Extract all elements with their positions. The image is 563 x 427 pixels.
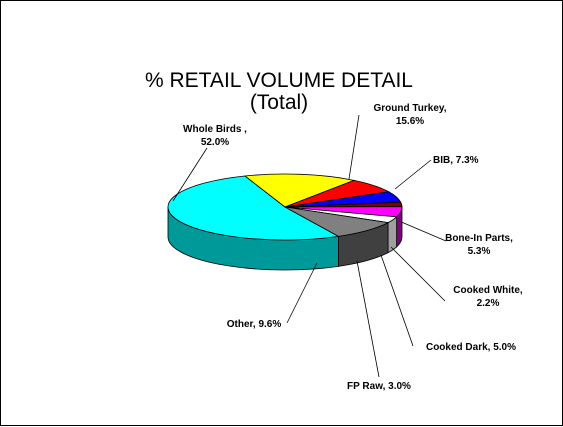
slice-label-cooked-white-line-1: Cooked White,	[453, 285, 523, 296]
slice-label-bone-in-parts-line-2: 5.3%	[468, 246, 491, 257]
leader-line-bib	[394, 159, 432, 190]
leader-line-ground-turkey	[348, 114, 360, 180]
leader-line-fp-raw	[356, 260, 380, 378]
slice-label-bib-line-1: BIB, 7.3%	[433, 155, 479, 166]
leader-line-bone-in-parts	[398, 220, 447, 242]
slice-whole-birds	[167, 175, 340, 241]
slice-label-bone-in-parts-line-1: Bone-In Parts,	[445, 233, 513, 244]
slice-label-whole-birds-line-2: 52.0%	[201, 137, 229, 148]
slice-labels: Whole Birds , 52.0% Ground Turkey, 15.6% BIB…	[183, 103, 523, 392]
slice-label-cooked-white-line-2: 2.2%	[477, 298, 500, 309]
slice-label-other-line-1: Other, 9.6%	[227, 319, 282, 330]
leader-line-other	[286, 262, 318, 324]
pie-tops	[167, 173, 403, 241]
chart-title-line-1: % RETAIL VOLUME DETAIL	[145, 69, 413, 92]
leader-lines	[172, 114, 447, 378]
slice-ground-turkey	[243, 173, 356, 208]
leader-line-cooked-white	[390, 246, 446, 302]
leader-line-cooked-dark	[380, 254, 414, 347]
chart-title-line-2: (Total)	[250, 91, 308, 114]
pie-sides	[167, 206, 403, 271]
slice-label-ground-turkey-line-2: 15.6%	[396, 116, 424, 127]
slice-label-whole-birds-line-1: Whole Birds ,	[183, 124, 247, 135]
slice-other	[284, 206, 390, 237]
leader-line-whole-birds	[172, 147, 208, 202]
slice-label-ground-turkey-line-1: Ground Turkey,	[374, 103, 447, 114]
slice-label-cooked-dark-line-1: Cooked Dark, 5.0%	[426, 342, 516, 353]
slice-label-fp-raw-line-1: FP Raw, 3.0%	[347, 381, 411, 392]
